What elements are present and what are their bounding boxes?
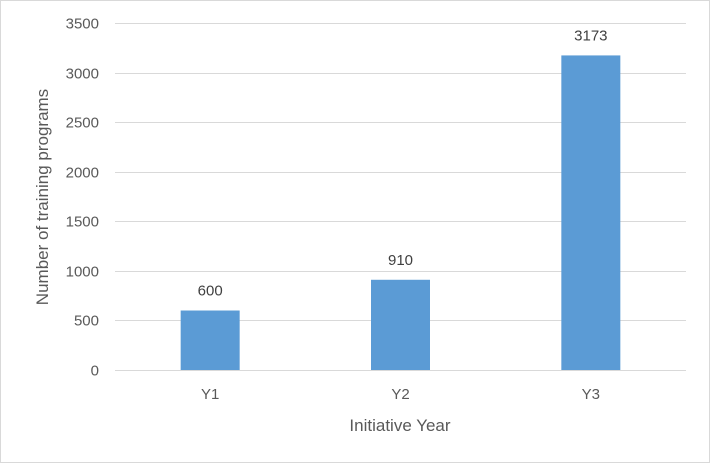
y-tick-label: 500 xyxy=(74,313,99,330)
data-label: 3173 xyxy=(574,27,607,44)
y-axis-title: Number of training programs xyxy=(33,89,52,305)
x-tick-label: Y1 xyxy=(201,386,219,403)
bar-y3 xyxy=(561,55,621,371)
y-tick-label: 2000 xyxy=(66,165,99,182)
y-tick-label: 3000 xyxy=(66,66,99,83)
y-tick-label: 1500 xyxy=(66,214,99,231)
y-tick-label: 0 xyxy=(91,363,99,380)
bars xyxy=(180,55,621,371)
x-axis-tick-labels: Y1 Y2 Y3 xyxy=(201,386,600,403)
bar-y1 xyxy=(180,310,240,370)
data-labels: 600 910 3173 xyxy=(198,27,608,299)
x-tick-label: Y3 xyxy=(582,386,600,403)
y-tick-label: 1000 xyxy=(66,264,99,281)
data-label: 600 xyxy=(198,283,223,300)
x-tick-label: Y2 xyxy=(391,386,409,403)
bar-y2 xyxy=(371,279,430,370)
data-label: 910 xyxy=(388,252,413,269)
y-tick-label: 2500 xyxy=(66,115,99,132)
x-axis-title: Initiative Year xyxy=(349,416,450,435)
y-tick-label: 3500 xyxy=(66,16,99,33)
y-axis-tick-labels: 0 500 1000 1500 2000 2500 3000 3500 xyxy=(66,16,99,380)
